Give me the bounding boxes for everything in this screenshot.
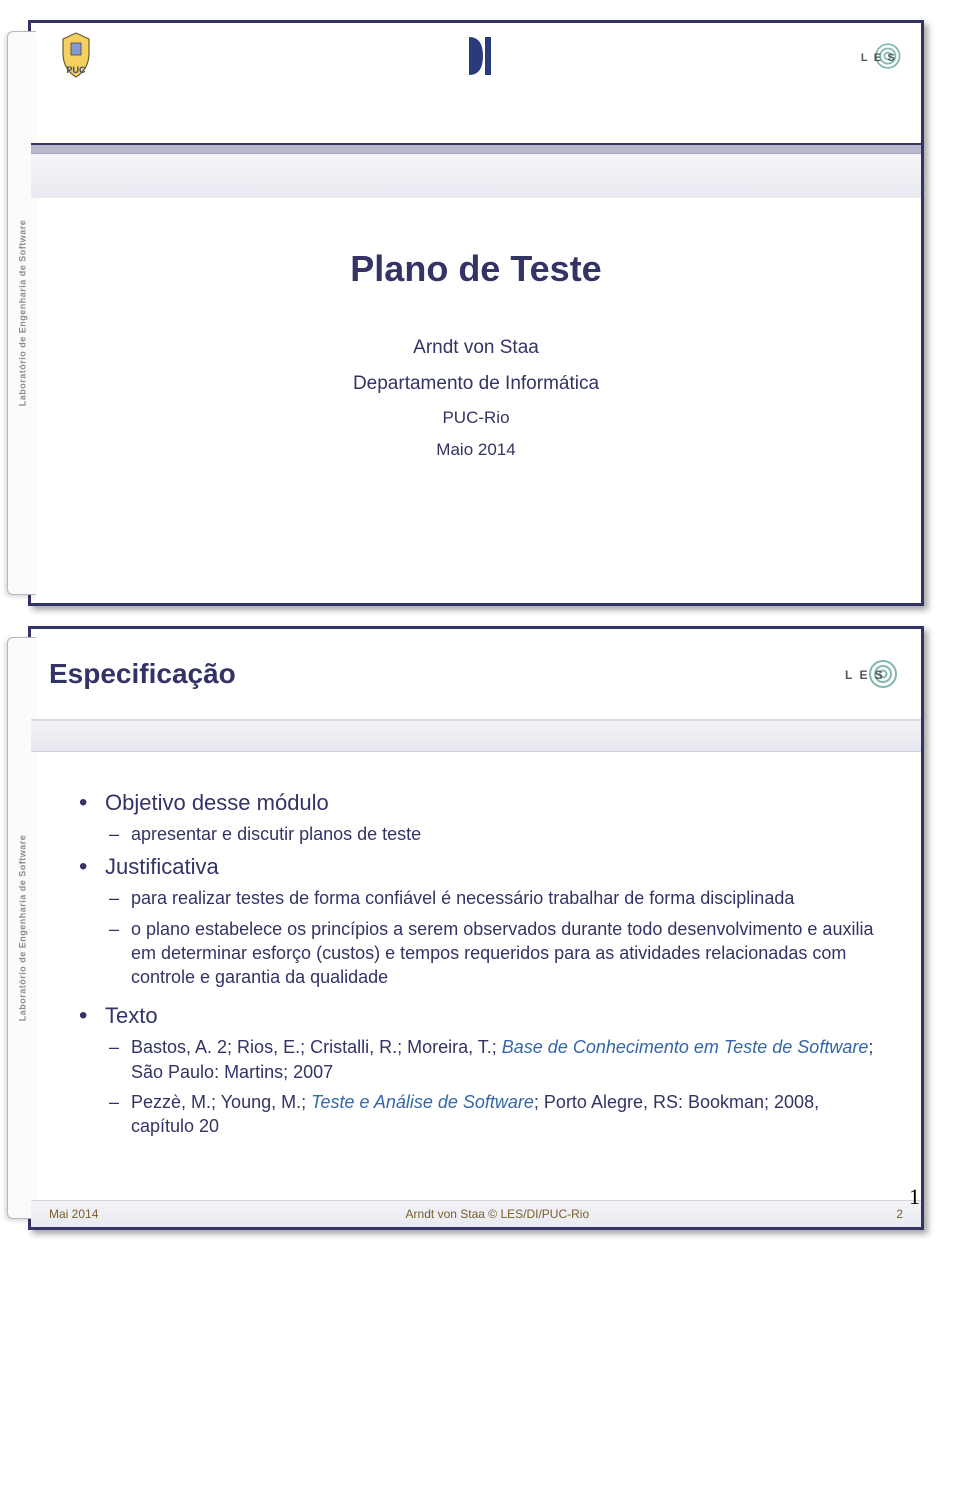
slide2-header: Especificação L E S — [31, 629, 921, 721]
slide1-meta: Arndt von Staa Departamento de Informáti… — [31, 330, 921, 467]
heading-texto: Texto — [79, 1003, 879, 1029]
svg-text:L E S: L E S — [845, 668, 885, 682]
just-item-2: o plano estabelece os princípios a serem… — [79, 917, 879, 990]
footer-center: Arndt von Staa © LES/DI/PUC-Rio — [98, 1207, 896, 1221]
slide2-footer: Mai 2014 Arndt von Staa © LES/DI/PUC-Rio… — [31, 1200, 921, 1227]
ref2-authors: Pezzè, M.; Young, M.; — [131, 1092, 311, 1112]
di-logo — [449, 29, 503, 83]
just-item-1: para realizar testes de forma confiável … — [79, 886, 879, 910]
slide1-dept: Departamento de Informática — [31, 366, 921, 402]
footer-right: 2 — [896, 1207, 903, 1221]
slide1-date: Maio 2014 — [31, 434, 921, 466]
heading-objetivo: Objetivo desse módulo — [79, 790, 879, 816]
puc-logo: PUC — [49, 29, 103, 83]
slide1-header-logos: PUC L E S — [31, 29, 921, 115]
svg-text:PUC: PUC — [66, 65, 86, 75]
slide1-author: Arndt von Staa — [31, 330, 921, 366]
sidebar-label: Laboratório de Engenharia de Software — [17, 220, 27, 407]
heading-justificativa: Justificativa — [79, 854, 879, 880]
slide1-inst: PUC-Rio — [31, 402, 921, 434]
obj-item-1: apresentar e discutir planos de teste — [79, 822, 879, 846]
ref1-authors: Bastos, A. 2; Rios, E.; Cristalli, R.; M… — [131, 1037, 502, 1057]
page-number: 1 — [909, 1184, 920, 1210]
les-logo: L E S — [829, 654, 901, 694]
ref-2: Pezzè, M.; Young, M.; Teste e Análise de… — [79, 1090, 879, 1139]
slide2-body: Objetivo desse módulo apresentar e discu… — [31, 752, 921, 1163]
les-logo: L E S — [849, 29, 903, 83]
slide1-title: Plano de Teste — [31, 198, 921, 330]
slide-1: Laboratório de Engenharia de Software PU… — [28, 20, 924, 606]
slide2-title: Especificação — [49, 658, 829, 690]
sidebar-label: Laboratório de Engenharia de Software — [17, 835, 27, 1022]
svg-text:L E S: L E S — [861, 52, 897, 64]
ref-1: Bastos, A. 2; Rios, E.; Cristalli, R.; M… — [79, 1035, 879, 1084]
slide-2: Laboratório de Engenharia de Software Es… — [28, 626, 924, 1230]
ref2-title: Teste e Análise de Software — [311, 1092, 534, 1112]
footer-left: Mai 2014 — [49, 1207, 98, 1221]
ref1-title: Base de Conhecimento em Teste de Softwar… — [502, 1037, 869, 1057]
